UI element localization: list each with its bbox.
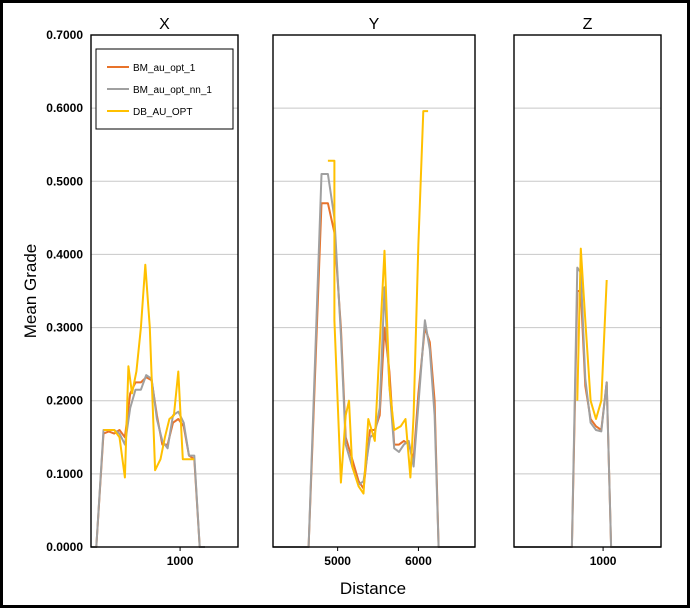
y-tick-label: 0.2000: [46, 394, 83, 408]
panel-frame: [513, 34, 662, 548]
y-axis-label: Mean Grade: [21, 244, 40, 339]
panel-title: X: [159, 16, 170, 33]
series-line-bm-au-opt-nn-1: [273, 173, 475, 548]
y-tick-label: 0.4000: [46, 247, 83, 261]
legend-label: DB_AU_OPT: [133, 107, 192, 118]
legend-label: BM_au_opt_1: [133, 63, 196, 74]
x-tick-label: 5000: [324, 554, 351, 568]
series-line-db-au-opt: [576, 247, 608, 420]
series-line-bm-au-opt-1: [514, 290, 661, 548]
y-tick-label: 0.1000: [46, 467, 83, 481]
x-axis-label: Distance: [340, 579, 406, 598]
legend-label: BM_au_opt_nn_1: [133, 85, 212, 96]
panel-title: Y: [369, 16, 380, 33]
panel-frame: [90, 34, 239, 548]
y-tick-label: 0.3000: [46, 321, 83, 335]
chart-svg: 0.0000 0.1000 0.2000 0.3000 0.4000 0.5000 0.60…: [21, 16, 662, 598]
y-tick-label: 0.7000: [46, 28, 83, 42]
y-tick-label: 0.6000: [46, 101, 83, 115]
series-line-bm-au-opt-nn-1: [514, 266, 661, 548]
x-tick-label: 1000: [590, 554, 617, 568]
y-tick-label: 0.5000: [46, 174, 83, 188]
series-line-db-au-opt: [327, 110, 429, 495]
legend: BM_au_opt_1 BM_au_opt_nn_1 DB_AU_OPT: [95, 48, 234, 130]
x-tick-label: 6000: [405, 554, 432, 568]
panel-frame: [272, 34, 476, 548]
y-tick-label: 0.0000: [46, 540, 83, 554]
series-line-db-au-opt: [103, 263, 195, 479]
x-tick-label: 1000: [167, 554, 194, 568]
series-line-bm-au-opt-1: [91, 376, 205, 548]
panel-title: Z: [583, 16, 593, 33]
